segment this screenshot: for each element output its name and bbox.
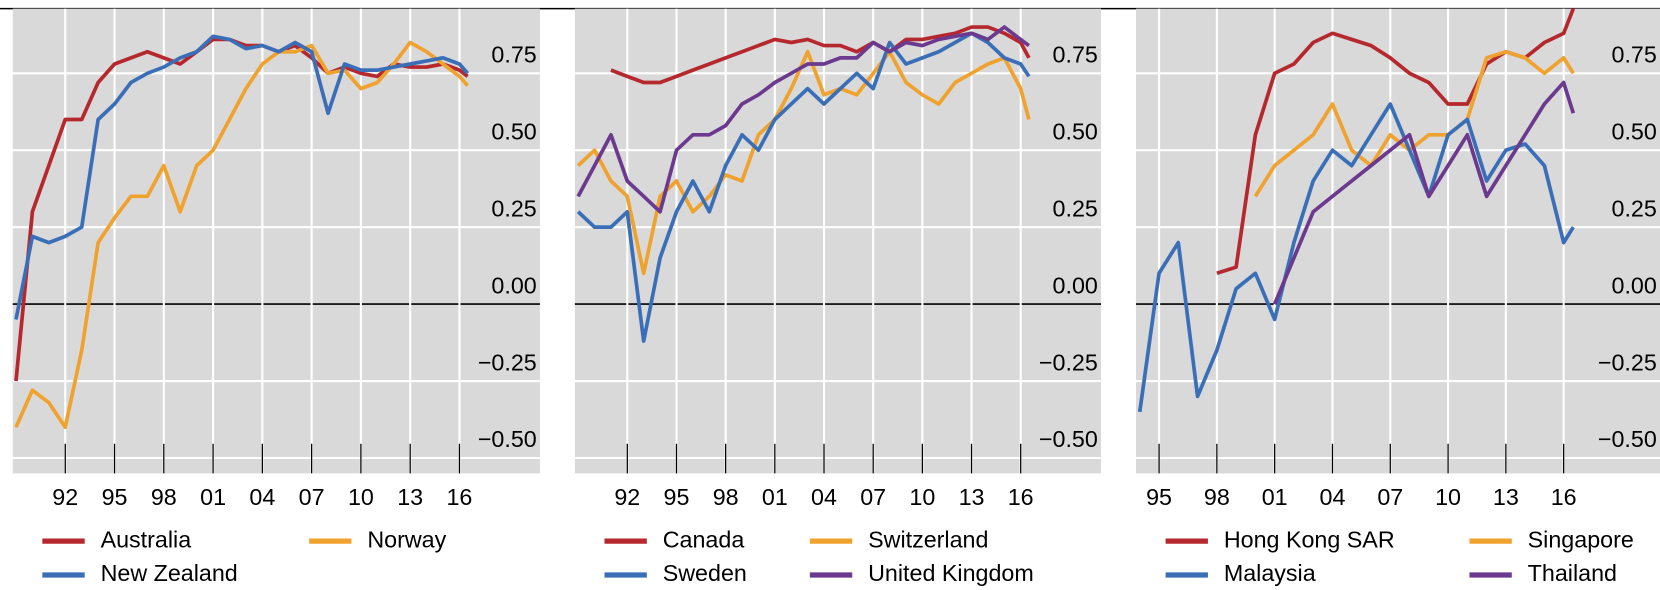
x-tick-label: 16	[446, 484, 472, 510]
legend-label: Australia	[101, 526, 192, 552]
series-line	[1253, 49, 1575, 198]
series-line	[1137, 102, 1575, 413]
series-line	[576, 49, 1031, 276]
plot-background	[574, 8, 1102, 474]
series-line	[576, 25, 1031, 214]
series-line	[576, 31, 1031, 343]
y-tick-label: −0.25	[1039, 349, 1098, 375]
x-tick-label: 04	[1320, 484, 1346, 510]
x-tick-label: 04	[811, 484, 837, 510]
y-tick-label: 0.50	[1612, 118, 1657, 144]
x-tick-label: 92	[52, 484, 78, 510]
x-tick-label: 07	[1377, 484, 1403, 510]
y-tick-label: 0.00	[1053, 272, 1098, 298]
x-tick-label: 10	[909, 484, 935, 510]
legend-label: Sweden	[663, 560, 747, 586]
x-tick-label: 95	[664, 484, 690, 510]
y-tick-label: −0.25	[478, 349, 537, 375]
x-tick-label: 13	[397, 484, 423, 510]
y-tick-label: −0.50	[1039, 426, 1098, 452]
series-line	[610, 25, 1031, 85]
x-tick-label: 07	[860, 484, 886, 510]
series-line	[14, 34, 470, 320]
y-tick-label: 0.75	[1053, 41, 1098, 67]
x-tick-label: 13	[1493, 484, 1519, 510]
y-tick-label: −0.50	[478, 426, 537, 452]
y-tick-label: 0.75	[491, 41, 536, 67]
y-tick-label: 0.00	[1612, 272, 1657, 298]
legend-label: Singapore	[1528, 526, 1634, 552]
legend-label: Malaysia	[1224, 560, 1316, 586]
series-line	[14, 40, 470, 430]
legend-label: Thailand	[1528, 560, 1617, 586]
legend-label: Switzerland	[868, 526, 988, 552]
x-tick-label: 01	[1262, 484, 1288, 510]
legend-label: Hong Kong SAR	[1224, 526, 1395, 552]
y-tick-label: 0.25	[1612, 195, 1657, 221]
x-tick-label: 98	[1204, 484, 1230, 510]
x-tick-label: 16	[1008, 484, 1034, 510]
x-tick-label: 16	[1551, 484, 1577, 510]
x-tick-label: 98	[151, 484, 177, 510]
x-tick-label: 98	[713, 484, 739, 510]
y-tick-label: 0.50	[1053, 118, 1098, 144]
x-tick-label: 13	[959, 484, 985, 510]
x-tick-label: 10	[348, 484, 374, 510]
series-line	[1272, 80, 1576, 305]
x-tick-label: 01	[762, 484, 788, 510]
x-tick-label: 92	[614, 484, 640, 510]
y-tick-label: 0.25	[491, 195, 536, 221]
plot-background	[1135, 8, 1660, 474]
legend-label: United Kingdom	[868, 560, 1034, 586]
x-tick-label: 01	[200, 484, 226, 510]
y-tick-label: −0.25	[1598, 349, 1657, 375]
legend-label: New Zealand	[101, 560, 238, 586]
y-tick-label: 0.00	[491, 272, 536, 298]
x-tick-label: 07	[299, 484, 325, 510]
x-tick-label: 10	[1435, 484, 1461, 510]
legend-label: Norway	[367, 526, 446, 552]
y-tick-label: 0.50	[491, 118, 536, 144]
y-tick-label: −0.50	[1598, 426, 1657, 452]
x-tick-label: 95	[102, 484, 128, 510]
x-tick-label: 95	[1146, 484, 1172, 510]
legend-label: Canada	[663, 526, 745, 552]
y-tick-label: 0.25	[1053, 195, 1098, 221]
y-tick-label: 0.75	[1612, 41, 1657, 67]
x-tick-label: 04	[249, 484, 275, 510]
